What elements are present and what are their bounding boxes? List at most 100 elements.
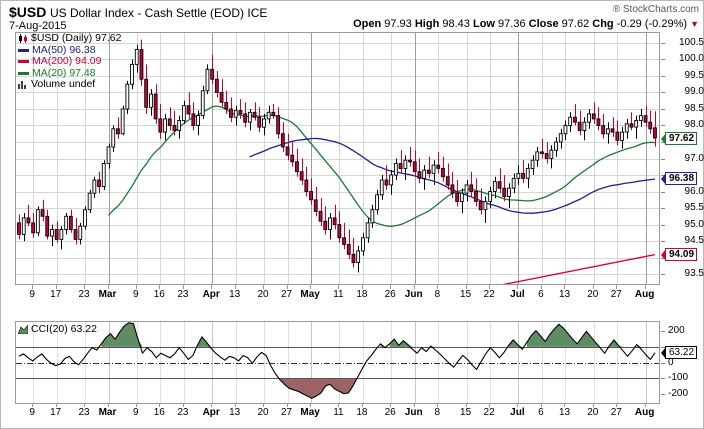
chart-date: 7-Aug-2015 bbox=[9, 20, 67, 32]
cci-area-icon bbox=[17, 323, 29, 334]
cci-date-label: 9 bbox=[133, 407, 139, 418]
cci-date-label: 27 bbox=[610, 407, 622, 418]
cci-tick-mark bbox=[661, 378, 665, 379]
price-date-label: 17 bbox=[50, 289, 62, 300]
price-tick-mark bbox=[661, 159, 665, 160]
price-date-label: 15 bbox=[460, 289, 472, 300]
legend-ma200-row: MA(200) 94.09 bbox=[18, 55, 121, 68]
cci-flag: 63.22 bbox=[661, 346, 698, 360]
price-date-label-mark bbox=[235, 285, 236, 289]
cci-date-label: 23 bbox=[78, 407, 90, 418]
cci-tick-label: -100 bbox=[668, 372, 689, 384]
price-date-label-mark bbox=[56, 285, 57, 289]
cci-date-label-mark bbox=[108, 403, 109, 407]
price-date-label: 16 bbox=[153, 289, 165, 300]
cci-flag-value: 63.22 bbox=[669, 347, 695, 359]
price-date-label-mark bbox=[287, 285, 288, 289]
price-chart-panel[interactable] bbox=[15, 32, 660, 285]
price-date-label: Aug bbox=[634, 289, 655, 300]
cci-date-label-mark bbox=[541, 403, 542, 407]
cci-date-label-mark bbox=[517, 403, 518, 407]
price-date-label-mark bbox=[362, 285, 363, 289]
price-legend: $USD (Daily) 97.62 MA(50) 96.38 MA(200) … bbox=[18, 32, 122, 91]
low-value: 97.36 bbox=[498, 18, 526, 30]
price-date-label-mark bbox=[564, 285, 565, 289]
price-date-label-mark bbox=[338, 285, 339, 289]
cci-date-label: 15 bbox=[460, 407, 472, 418]
price-date-label: 23 bbox=[177, 289, 189, 300]
price-tick-mark bbox=[661, 192, 665, 193]
cci-tick-mark bbox=[661, 363, 665, 364]
cci-date-label: 26 bbox=[384, 407, 396, 418]
cci-date-label: Aug bbox=[634, 407, 655, 418]
cci-date-label-mark bbox=[235, 403, 236, 407]
cci-tick-mark bbox=[661, 331, 665, 332]
legend-series-label: $USD (Daily) 97.62 bbox=[31, 32, 122, 44]
caret-down-icon: ▼ bbox=[690, 19, 699, 29]
price-date-label: 22 bbox=[483, 289, 495, 300]
cci-date-label-mark bbox=[159, 403, 160, 407]
price-date-label: 18 bbox=[356, 289, 368, 300]
price-date-label-mark bbox=[466, 285, 467, 289]
legend-ma20-row: MA(20) 97.48 bbox=[18, 67, 121, 80]
price-date-label: 27 bbox=[610, 289, 622, 300]
open-value: 97.93 bbox=[384, 18, 412, 30]
cci-date-label: 16 bbox=[153, 407, 165, 418]
ma200-color-swatch bbox=[18, 60, 29, 64]
quote-bar: Open 97.93 High 98.43 Low 97.36 Close 97… bbox=[353, 18, 699, 30]
price-tick-mark bbox=[661, 109, 665, 110]
price-tick-label: 97.0 bbox=[684, 152, 704, 164]
price-date-label-mark bbox=[310, 285, 311, 289]
high-label: High bbox=[414, 18, 440, 30]
cci-date-label-mark bbox=[616, 403, 617, 407]
price-date-label: 13 bbox=[229, 289, 241, 300]
close-value: 97.62 bbox=[561, 18, 590, 30]
cci-date-label: 20 bbox=[257, 407, 269, 418]
cci-date-label-mark bbox=[32, 403, 33, 407]
ma20-color-swatch bbox=[18, 71, 29, 75]
cci-date-label: Jun bbox=[404, 407, 423, 418]
price-date-label-mark bbox=[108, 285, 109, 289]
cci-legend-label: CCI(20) 63.22 bbox=[31, 323, 97, 335]
price-date-label-mark bbox=[616, 285, 617, 289]
cci-date-label-mark bbox=[338, 403, 339, 407]
price-date-label: Jul bbox=[510, 289, 525, 300]
price-tick-label: 95.5 bbox=[684, 202, 704, 214]
price-date-label-mark bbox=[211, 285, 212, 289]
price-date-label: 9 bbox=[29, 289, 35, 300]
stockcharts-watermark: ® StockCharts.com bbox=[612, 4, 699, 15]
price-tick-label: 96.0 bbox=[684, 185, 704, 197]
price-date-label-mark bbox=[541, 285, 542, 289]
price-tick-label: 98.0 bbox=[684, 119, 704, 131]
cci-date-label: 6 bbox=[538, 407, 544, 418]
price-date-label: 27 bbox=[280, 289, 293, 300]
cci-date-label-mark bbox=[84, 403, 85, 407]
price-date-label: 20 bbox=[257, 289, 269, 300]
cci-date-label: 17 bbox=[50, 407, 62, 418]
close-label: Close bbox=[528, 18, 559, 30]
price-tick-mark bbox=[661, 241, 665, 242]
price-tick-mark bbox=[661, 225, 665, 226]
price-date-label-mark bbox=[645, 285, 646, 289]
price-tick-mark bbox=[661, 274, 665, 275]
legend-volume-label: Volume undef bbox=[31, 78, 96, 90]
open-label: Open bbox=[353, 18, 382, 30]
cci-indicator-panel[interactable] bbox=[15, 321, 660, 404]
price-date-label-mark bbox=[183, 285, 184, 289]
price-date-label-mark bbox=[32, 285, 33, 289]
price-flag: 97.62 bbox=[661, 131, 698, 145]
price-date-label: 23 bbox=[78, 289, 90, 300]
price-tick-mark bbox=[661, 125, 665, 126]
candlestick-icon bbox=[18, 34, 28, 44]
price-date-label: 8 bbox=[434, 289, 441, 300]
symbol-label: $USD bbox=[9, 4, 47, 20]
price-tick-label: 99.0 bbox=[684, 86, 704, 98]
price-flag-value: 94.09 bbox=[669, 249, 695, 261]
price-tick-label: 93.5 bbox=[684, 268, 704, 280]
price-tick-label: 94.5 bbox=[684, 235, 704, 247]
chg-label: Chg bbox=[592, 18, 614, 30]
price-tick-mark bbox=[661, 208, 665, 209]
price-flag-value: 96.38 bbox=[669, 173, 695, 185]
cci-x-axis: 9 17 23 Mar 9 16 23 Apr 13 20 27 May 11 18 26 Jun 8 15 22 J… bbox=[15, 403, 660, 423]
